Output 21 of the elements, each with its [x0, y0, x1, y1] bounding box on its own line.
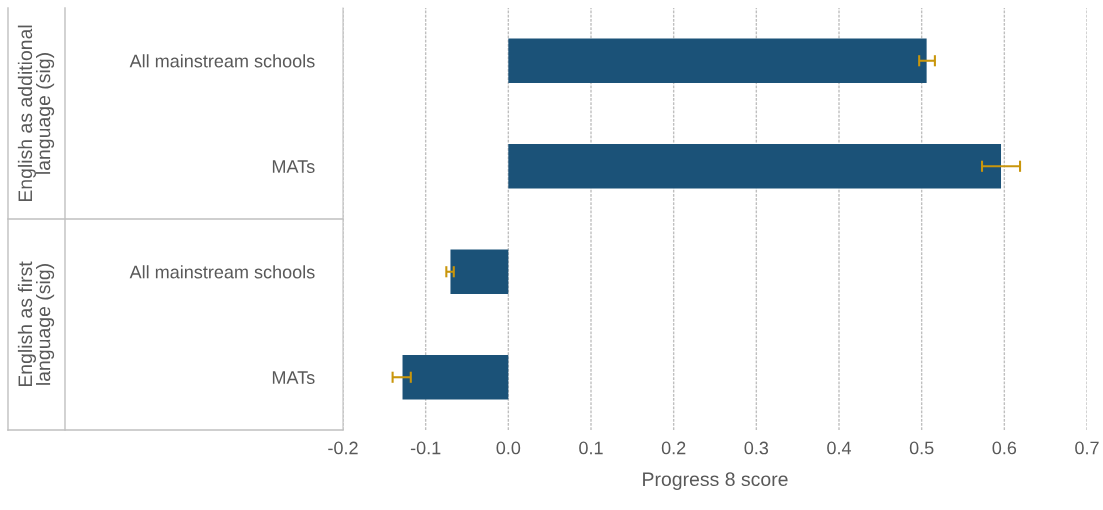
x-tick-label: -0.2 — [328, 441, 358, 455]
x-axis-title: Progress 8 score — [643, 472, 788, 490]
text: English as additional language (sig) — [17, 25, 55, 202]
y-tick-label: MATs — [272, 160, 315, 173]
text: English as first language (sig) — [17, 261, 55, 387]
x-tick-label: 0.5 — [909, 441, 934, 455]
bar — [450, 249, 509, 294]
y-tick-label: MATs — [272, 371, 315, 384]
y-tick-label: All mainstream schools — [129, 265, 315, 279]
bar — [508, 144, 1002, 189]
x-tick-label: 0.3 — [744, 441, 769, 455]
x-tick-label: 0.2 — [661, 441, 686, 455]
bar — [402, 355, 509, 400]
bar — [508, 38, 927, 83]
x-tick-label: 0.1 — [579, 441, 603, 455]
x-tick-label: -0.1 — [410, 441, 441, 455]
x-tick-label: 0.7 — [1075, 441, 1099, 455]
x-tick-label: 0.4 — [827, 441, 852, 455]
y-tick-label: All mainstream schools — [129, 54, 315, 68]
x-tick-label: 0.0 — [496, 441, 521, 455]
x-tick-label: 0.6 — [992, 441, 1017, 455]
